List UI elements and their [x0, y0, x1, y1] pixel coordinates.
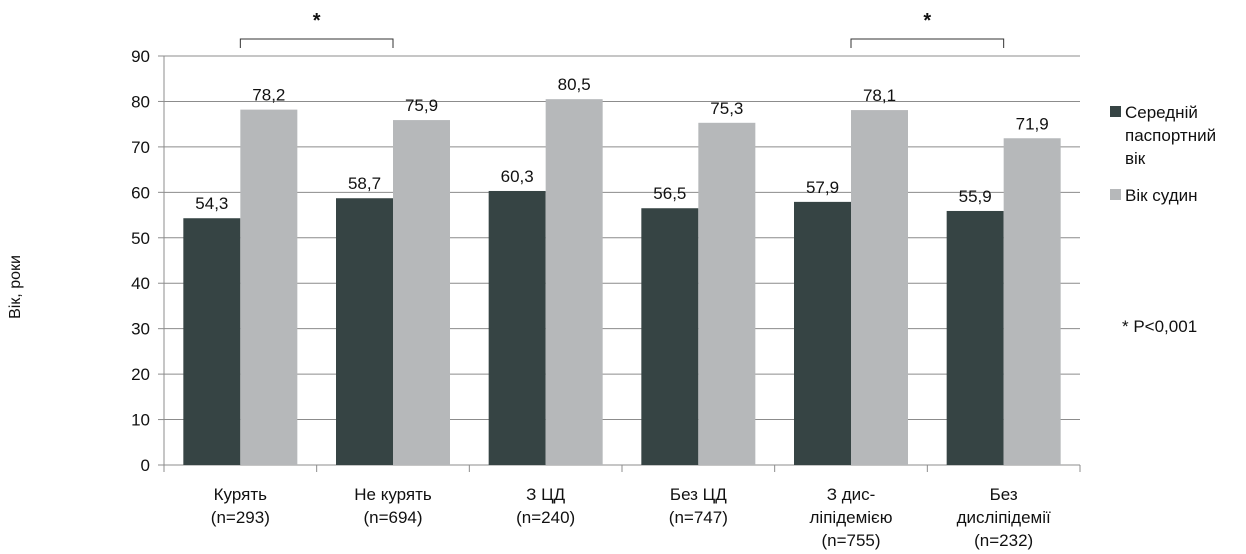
bar-vascular-age — [545, 99, 603, 465]
bar-vascular-age — [1003, 138, 1061, 465]
data-label: 75,3 — [710, 99, 743, 118]
x-category-label: (n=293) — [211, 508, 270, 527]
significance-star: * — [313, 10, 321, 32]
x-category-label: Не курять — [354, 485, 432, 504]
data-label: 78,2 — [252, 86, 285, 105]
y-tick-label: 60 — [131, 183, 150, 202]
x-category-label: (n=240) — [516, 508, 575, 527]
data-label: 56,5 — [653, 184, 686, 203]
y-tick-label: 0 — [141, 456, 150, 475]
x-category-label: Без — [990, 485, 1018, 504]
legend-label: вік — [1125, 149, 1146, 168]
significance-star: * — [923, 10, 931, 32]
significance-bracket — [850, 38, 1005, 48]
bar-passport-age — [183, 218, 241, 465]
y-tick-label: 30 — [131, 320, 150, 339]
legend-label: Середній — [1125, 103, 1198, 122]
footnote: * P<0,001 — [1122, 317, 1197, 336]
y-tick-label: 90 — [131, 47, 150, 66]
x-category-label: ліпідемією — [810, 508, 893, 527]
y-axis-title: Вік, роки — [7, 255, 24, 319]
bar-passport-age — [794, 201, 851, 466]
data-label: 57,9 — [806, 178, 839, 197]
bar-vascular-age — [698, 122, 756, 465]
y-tick-label: 70 — [131, 138, 150, 157]
significance-bracket — [239, 38, 394, 48]
x-category-label: З дис- — [827, 485, 876, 504]
data-label: 60,3 — [501, 167, 534, 186]
bar-passport-age — [946, 210, 1004, 465]
data-label: 78,1 — [863, 86, 896, 105]
data-label: 75,9 — [405, 96, 438, 115]
y-tick-label: 80 — [131, 92, 150, 111]
x-category-label: (n=747) — [669, 508, 728, 527]
legend-swatch — [1110, 189, 1121, 200]
bar-passport-age — [641, 208, 699, 465]
y-tick-label: 10 — [131, 411, 150, 430]
data-label: 54,3 — [195, 194, 228, 213]
bar-vascular-age — [851, 110, 908, 465]
y-tick-label: 20 — [131, 365, 150, 384]
x-category-label: дисліпідемії — [957, 508, 1051, 527]
x-category-label: (n=232) — [974, 531, 1033, 550]
legend-label: паспортний — [1125, 126, 1216, 145]
bar-passport-age — [336, 198, 393, 466]
data-label: 80,5 — [558, 75, 591, 94]
data-label: 55,9 — [959, 187, 992, 206]
y-tick-label: 40 — [131, 274, 150, 293]
x-category-label: (n=694) — [363, 508, 422, 527]
data-label: 71,9 — [1016, 114, 1049, 133]
x-category-label: Курять — [214, 485, 267, 504]
x-category-label: (n=755) — [821, 531, 880, 550]
x-category-label: З ЦД — [526, 485, 566, 504]
y-tick-label: 50 — [131, 229, 150, 248]
legend-swatch — [1110, 106, 1121, 117]
bar-passport-age — [488, 190, 546, 465]
legend-label: Вік судин — [1125, 186, 1198, 205]
x-category-label: Без ЦД — [670, 485, 727, 504]
bar-vascular-age — [240, 109, 298, 465]
data-label: 58,7 — [348, 174, 381, 193]
bar-vascular-age — [393, 120, 450, 466]
